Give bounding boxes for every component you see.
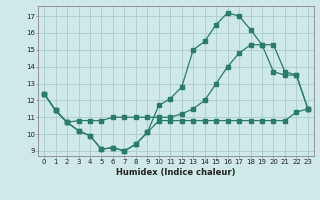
- X-axis label: Humidex (Indice chaleur): Humidex (Indice chaleur): [116, 168, 236, 177]
